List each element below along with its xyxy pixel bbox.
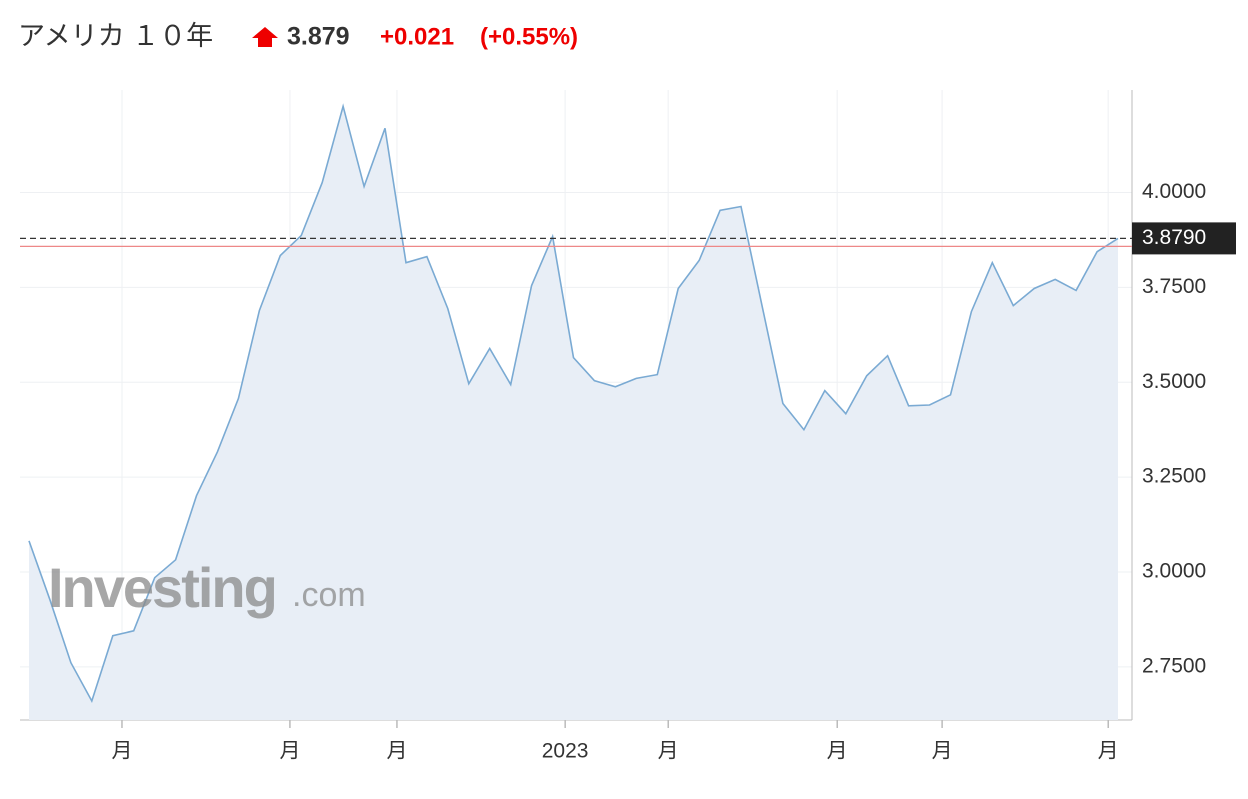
area (29, 106, 1118, 721)
instrument-title: アメリカ １０年 (18, 21, 213, 51)
x-tick-label: 月 (1098, 740, 1119, 763)
price: 3.879 (287, 23, 350, 51)
y-tick-label: 3.5000 (1142, 370, 1206, 393)
line (28, 103, 1119, 704)
y-tick-label: 2.7500 (1142, 654, 1206, 677)
current-price-label: 3.8790 (1142, 226, 1206, 249)
y-tick-label: 3.7500 (1142, 275, 1206, 298)
change: +0.021 (380, 23, 454, 50)
up-arrow (252, 27, 278, 47)
y-tick-label: 3.0000 (1142, 560, 1206, 583)
watermark-brand: Investing (48, 556, 276, 619)
y-tick-label: 4.0000 (1142, 180, 1206, 203)
change-percent: (+0.55%) (480, 23, 578, 50)
current-price-box (1132, 222, 1236, 255)
x-tick-label: 月 (932, 740, 953, 763)
x-tick-label: 月 (279, 740, 300, 763)
x-tick-label: 月 (658, 740, 679, 763)
x-tick-label: 月 (386, 740, 407, 763)
watermark-suffix: .com (292, 576, 366, 614)
x-tick-label: 月 (111, 740, 132, 763)
y-tick-label: 3.2500 (1142, 465, 1206, 488)
plot-area: 2.7500 3.0000 3.2500 3.5000 3.7500 4.0000 月 月 月 2… (20, 90, 1236, 763)
x-tick-label: 2023 (542, 740, 589, 763)
x-tick-label: 月 (827, 740, 848, 763)
